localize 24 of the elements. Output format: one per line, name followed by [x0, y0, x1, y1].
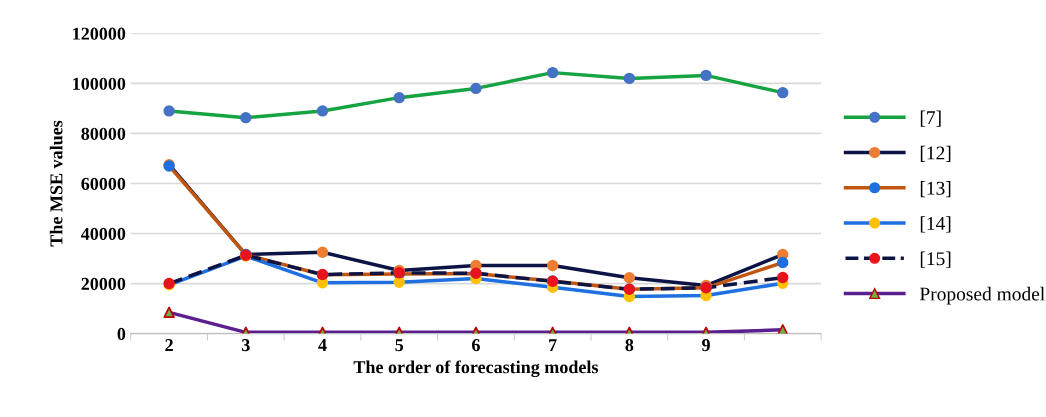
legend-label: [13]	[920, 181, 951, 198]
legend-label: [12]	[920, 145, 951, 162]
x-axis-title: The order of forecasting models	[353, 360, 599, 378]
y-tick-label: 120000	[73, 27, 126, 40]
y-tick-label: 80000	[81, 127, 126, 140]
y-tick-label: 40000	[81, 227, 126, 240]
y-tick-label: 100000	[73, 77, 126, 90]
x-tick-label: 2	[165, 339, 173, 351]
legend-label: [7]	[920, 110, 941, 127]
x-tick-label: 5	[395, 339, 404, 352]
x-tick-label: 6	[472, 339, 480, 352]
x-tick-label: 3	[241, 339, 250, 352]
point	[163, 306, 175, 319]
x-tick-label: 4	[318, 339, 327, 351]
x-tick-label: 8	[625, 338, 634, 352]
legend-label: Proposed model	[919, 286, 1045, 305]
legend-label: [15]	[920, 251, 951, 268]
legend-label: [14]	[920, 216, 951, 233]
y-axis-title: The MSE values	[49, 120, 63, 247]
x-tick-label: 9	[702, 339, 710, 352]
y-tick-label: 0	[117, 327, 126, 341]
y-tick-label: 60000	[81, 177, 126, 190]
y-tick-label: 20000	[81, 277, 126, 290]
x-tick-label: 7	[549, 339, 557, 351]
